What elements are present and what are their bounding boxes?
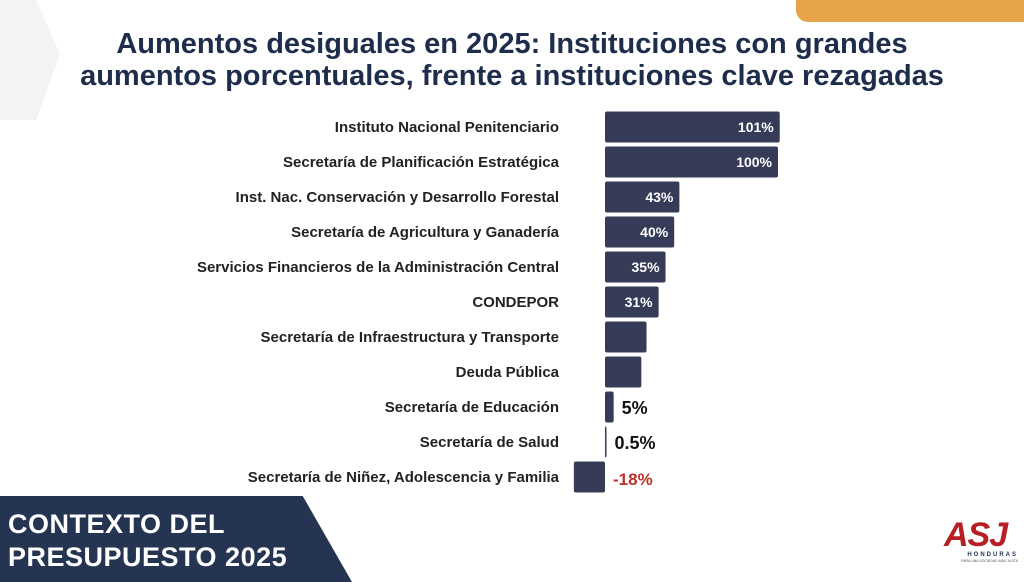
- bar: [605, 286, 659, 318]
- category-label: Instituto Nacional Penitenciario: [335, 119, 559, 136]
- accent-bar: [796, 0, 1024, 22]
- value-label: 43%: [645, 189, 674, 205]
- value-label: -18%: [613, 470, 653, 489]
- value-label: 40%: [640, 224, 669, 240]
- bar: [605, 146, 778, 178]
- bar: [605, 181, 680, 213]
- bar: [605, 391, 614, 423]
- bar: [605, 111, 780, 143]
- category-label: Secretaría de Agricultura y Ganadería: [291, 224, 560, 241]
- category-label: Secretaría de Niñez, Adolescencia y Fami…: [248, 469, 560, 486]
- footer-title-line-1: CONTEXTO DEL: [8, 509, 226, 539]
- category-label: Secretaría de Infraestructura y Transpor…: [261, 329, 559, 346]
- bar: [605, 251, 666, 283]
- category-label: Secretaría de Educación: [385, 399, 559, 416]
- footer-title-line-2: PRESUPUESTO 2025: [8, 542, 288, 572]
- logo-text: ASJ: [944, 516, 1008, 554]
- value-label: 100%: [736, 154, 772, 170]
- value-label: 31%: [625, 294, 654, 310]
- chart-title: Aumentos desiguales en 2025: Institucion…: [0, 28, 1024, 92]
- footer-title: CONTEXTO DEL PRESUPUESTO 2025: [8, 508, 287, 574]
- value-label: 101%: [738, 119, 774, 135]
- bar: [573, 461, 605, 493]
- bar: [605, 356, 642, 388]
- value-label: 0.5%: [615, 433, 656, 453]
- value-label: 5%: [622, 398, 648, 418]
- category-label: CONDEPOR: [472, 294, 559, 311]
- logo-subtitle: HONDURAS: [967, 552, 1018, 558]
- asj-logo: ASJ HONDURAS PARA UNA SOCIEDAD MÁS JUSTA: [944, 518, 1020, 576]
- category-label: Secretaría de Planificación Estratégica: [283, 154, 560, 171]
- chart-title-line-1: Aumentos desiguales en 2025: Institucion…: [116, 28, 908, 60]
- category-label: Secretaría de Salud: [420, 434, 559, 451]
- category-label: Servicios Financieros de la Administraci…: [197, 259, 559, 276]
- category-label: Inst. Nac. Conservación y Desarrollo For…: [236, 189, 559, 206]
- footer-panel: [0, 496, 352, 582]
- bar: [605, 321, 647, 353]
- bar: [605, 216, 675, 248]
- logo-tagline: PARA UNA SOCIEDAD MÁS JUSTA: [961, 559, 1018, 563]
- value-label: 35%: [632, 259, 661, 275]
- bar: [605, 426, 607, 458]
- chart-title-line-2: aumentos porcentuales, frente a instituc…: [80, 60, 944, 92]
- category-label: Deuda Pública: [456, 364, 560, 381]
